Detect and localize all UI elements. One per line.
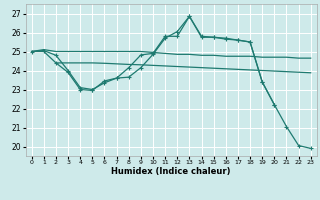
X-axis label: Humidex (Indice chaleur): Humidex (Indice chaleur) <box>111 167 231 176</box>
